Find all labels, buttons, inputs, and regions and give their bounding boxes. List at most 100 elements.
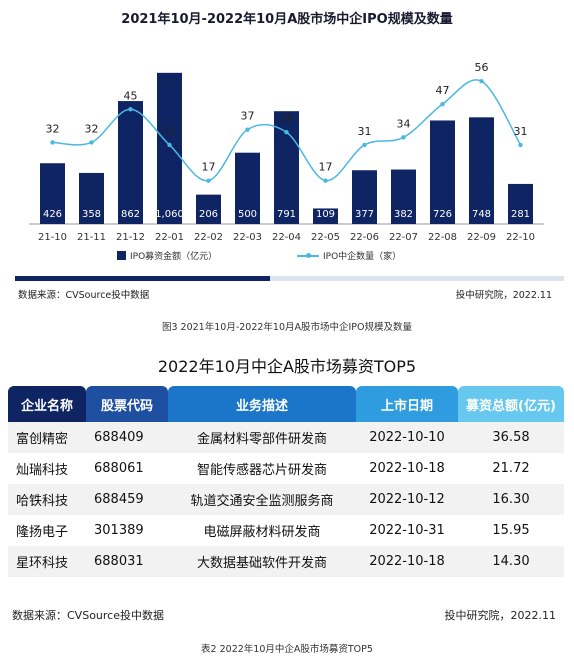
table-row: 星环科技 688031 大数据基础软件开发商 2022-10-18 14.30	[8, 546, 564, 577]
cell-code: 301389	[86, 515, 168, 546]
top5-table: 企业名称 股票代码 业务描述 上市日期 募资总额(亿元) 富创精密 688409…	[8, 386, 564, 577]
x-tick-label: 22-08	[428, 232, 457, 243]
legend-line-series: IPO中企数量（家）	[297, 249, 401, 262]
cell-code: 688459	[86, 484, 168, 515]
bar-value-label: 748	[472, 209, 491, 220]
line-point	[401, 135, 406, 140]
cell-date: 2022-10-12	[356, 484, 458, 515]
x-tick-label: 22-05	[311, 232, 340, 243]
bar-value-label: 206	[199, 209, 218, 220]
bar-value-label: 377	[355, 209, 374, 220]
line-point	[128, 107, 133, 112]
cell-code: 688031	[86, 546, 168, 577]
cell-amount: 36.58	[458, 422, 564, 453]
x-tick-label: 21-10	[38, 232, 67, 243]
bar-value-label: 358	[82, 209, 101, 220]
line-value-label: 31	[514, 125, 528, 138]
chart-title: 2021年10月-2022年10月A股市场中企IPO规模及数量	[121, 12, 453, 27]
x-tick-label: 22-10	[506, 232, 535, 243]
cell-code: 688061	[86, 453, 168, 484]
table-row: 隆扬电子 301389 电磁屏蔽材料研发商 2022-10-31 15.95	[8, 515, 564, 546]
bar	[157, 72, 182, 225]
x-tick-label: 22-07	[389, 232, 418, 243]
line-point	[89, 140, 94, 145]
x-tick-label: 22-03	[233, 232, 262, 243]
bar-value-label: 500	[238, 209, 257, 220]
cell-date: 2022-10-18	[356, 546, 458, 577]
cell-amount: 16.30	[458, 484, 564, 515]
bar	[352, 170, 377, 224]
line-value-label: 17	[202, 161, 216, 174]
line-point	[206, 178, 211, 183]
cell-company: 灿瑞科技	[8, 453, 86, 484]
bar	[469, 117, 494, 224]
x-tick-label: 22-06	[350, 232, 379, 243]
cell-date: 2022-10-31	[356, 515, 458, 546]
x-tick-label: 22-02	[194, 232, 223, 243]
table-row: 哈铁科技 688459 轨道交通安全监测服务商 2022-10-12 16.30	[8, 484, 564, 515]
cell-description: 大数据基础软件开发商	[168, 546, 356, 577]
cell-company: 哈铁科技	[8, 484, 86, 515]
cell-date: 2022-10-18	[356, 453, 458, 484]
line-point	[167, 142, 172, 148]
bar	[79, 172, 104, 224]
line-point	[50, 140, 55, 145]
x-tick-label: 22-09	[467, 232, 496, 243]
header-code: 股票代码	[86, 386, 168, 422]
line-value-label: 17	[319, 161, 333, 174]
bar-value-label: 791	[277, 209, 296, 220]
header-description: 业务描述	[168, 386, 356, 422]
bar-value-label: 382	[394, 209, 413, 220]
bar	[40, 163, 65, 224]
bar	[235, 152, 260, 224]
table-caption: 表2 2022年10月中企A股市场募资TOP5	[201, 644, 373, 655]
bar-value-label: 281	[511, 209, 530, 220]
table-row: 富创精密 688409 金属材料零部件研发商 2022-10-10 36.58	[8, 422, 564, 453]
cell-description: 智能传感器芯片研发商	[168, 453, 356, 484]
header-amount: 募资总额(亿元)	[458, 386, 564, 422]
line-value-label: 36	[280, 112, 294, 125]
cell-description: 轨道交通安全监测服务商	[168, 484, 356, 515]
cell-amount: 14.30	[458, 546, 564, 577]
bar-value-label: 426	[43, 209, 62, 220]
line-point	[323, 178, 328, 183]
bar	[391, 169, 416, 224]
table-header-row: 企业名称 股票代码 业务描述 上市日期 募资总额(亿元)	[8, 386, 564, 422]
line-point	[362, 142, 367, 148]
cell-company: 富创精密	[8, 422, 86, 453]
x-tick-label: 21-12	[116, 232, 145, 243]
bar	[508, 183, 533, 224]
table-title: 2022年10月中企A股市场募资TOP5	[157, 357, 417, 376]
line-value-label: 32	[46, 122, 60, 135]
line-value-label: 45	[124, 89, 138, 102]
header-company: 企业名称	[8, 386, 86, 422]
legend-bar-series: IPO募资金额（亿元）	[117, 249, 217, 262]
x-tick-label: 22-04	[272, 232, 301, 243]
cell-company: 星环科技	[8, 546, 86, 577]
legend-line-swatch	[297, 252, 319, 258]
bar	[196, 194, 221, 224]
table-source: 数据来源：CVSource投中数据	[12, 609, 164, 622]
table-credit: 投中研究院，2022.11	[444, 609, 557, 622]
bar-value-label: 862	[121, 209, 140, 220]
figure-caption: 图3 2021年10月-2022年10月A股市场中企IPO规模及数量	[161, 322, 413, 333]
line-value-label: 34	[397, 117, 411, 130]
cell-amount: 21.72	[458, 453, 564, 484]
divider-strip	[15, 276, 564, 281]
cell-code: 688409	[86, 422, 168, 453]
line-point	[245, 127, 250, 132]
line-point	[440, 101, 445, 107]
table-row: 灿瑞科技 688061 智能传感器芯片研发商 2022-10-18 21.72	[8, 453, 564, 484]
cell-description: 电磁屏蔽材料研发商	[168, 515, 356, 546]
chart-credit: 投中研究院，2022.11	[455, 290, 552, 301]
bar-value-label: 726	[433, 209, 452, 220]
cell-date: 2022-10-10	[356, 422, 458, 453]
line-value-label: 31	[163, 125, 177, 138]
legend-bar-label: IPO募资金额（亿元）	[130, 252, 218, 262]
line-value-label: 37	[241, 110, 255, 123]
line-point	[479, 79, 484, 84]
chart-source: 数据来源：CVSource投中数据	[18, 290, 150, 301]
bar-value-label: 109	[316, 209, 335, 220]
bar	[118, 101, 143, 224]
ipo-chart: 426 358 862 1,060 206 500 791 109 377 382 726 748 28…	[29, 61, 544, 243]
